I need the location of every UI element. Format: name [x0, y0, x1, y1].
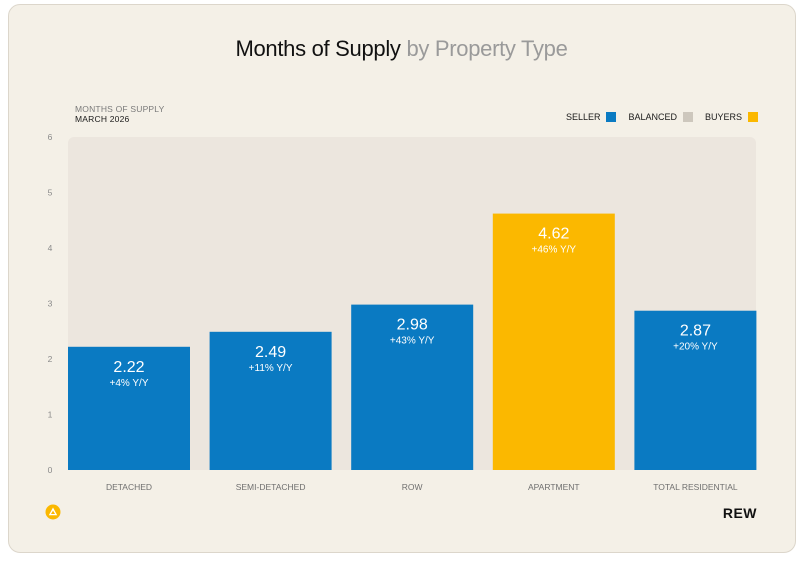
chart-title: Months of Supply by Property Type	[0, 36, 803, 62]
legend-item-seller: SELLER	[566, 112, 617, 122]
bar	[634, 310, 757, 470]
bar	[351, 304, 474, 470]
data-label-change: +20% Y/Y	[673, 342, 718, 353]
data-label-value: 2.22	[113, 359, 144, 376]
data-label-value: 2.98	[397, 317, 428, 334]
data-label-change: +11% Y/Y	[249, 363, 293, 374]
x-tick-label: ROW	[402, 482, 423, 492]
y-axis-label: MONTHS OF SUPPLY	[75, 104, 165, 114]
brand-logo-icon	[45, 504, 61, 520]
x-tick-label: TOTAL RESIDENTIAL	[653, 482, 738, 492]
x-tick-label: DETACHED	[106, 482, 152, 492]
bar	[492, 213, 615, 470]
legend-item-buyers: BUYERS	[705, 112, 758, 122]
x-tick-label: APARTMENT	[528, 482, 580, 492]
legend: SELLER BALANCED BUYERS	[554, 112, 758, 122]
bar	[68, 346, 190, 470]
data-label-change: +46% Y/Y	[532, 245, 577, 256]
data-label-value: 2.87	[680, 323, 711, 340]
bar	[209, 331, 332, 470]
legend-label-balanced: BALANCED	[628, 112, 677, 122]
data-label-value: 4.62	[538, 226, 569, 243]
data-label-change: +43% Y/Y	[390, 336, 435, 347]
y-tick-label: 1	[48, 410, 53, 420]
y-tick-label: 4	[48, 243, 53, 253]
legend-label-buyers: BUYERS	[704, 112, 742, 122]
legend-swatch-buyers	[748, 112, 758, 122]
data-label-change: +4% Y/Y	[109, 378, 148, 389]
title-main: Months of Supply	[235, 36, 401, 61]
legend-swatch-balanced	[682, 112, 693, 122]
legend-item-balanced: BALANCED	[628, 112, 693, 122]
y-tick-label: 0	[48, 465, 53, 475]
x-tick-label: SEMI-DETACHED	[236, 482, 306, 492]
y-tick-label: 5	[48, 188, 53, 198]
y-tick-label: 6	[48, 132, 53, 142]
data-label-value: 2.49	[255, 344, 286, 361]
y-tick-label: 2	[48, 354, 53, 364]
legend-label-seller: SELLER	[565, 112, 601, 122]
legend-swatch-seller	[606, 112, 617, 122]
y-tick-label: 3	[48, 299, 53, 309]
date-label: MARCH 2026	[75, 114, 130, 124]
brand-wordmark: REW	[722, 505, 757, 521]
title-sub: by Property Type	[406, 36, 568, 61]
